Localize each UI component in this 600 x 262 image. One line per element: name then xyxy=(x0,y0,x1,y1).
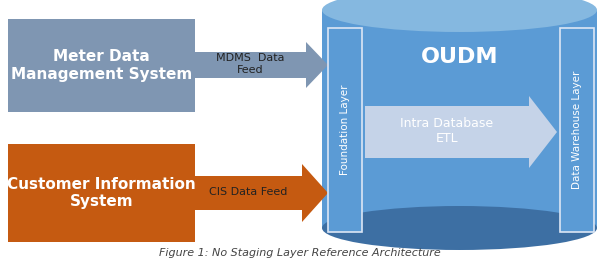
Text: Customer Information
System: Customer Information System xyxy=(7,177,196,209)
FancyBboxPatch shape xyxy=(560,28,594,232)
Ellipse shape xyxy=(322,206,597,250)
FancyBboxPatch shape xyxy=(328,28,362,232)
Text: Foundation Layer: Foundation Layer xyxy=(340,85,350,175)
Text: Figure 1: No Staging Layer Reference Architecture: Figure 1: No Staging Layer Reference Arc… xyxy=(159,248,441,258)
Text: MDMS  Data
Feed: MDMS Data Feed xyxy=(216,53,285,75)
Text: CIS Data Feed: CIS Data Feed xyxy=(209,187,287,197)
Text: OUDM: OUDM xyxy=(421,47,498,67)
Text: Meter Data
Management System: Meter Data Management System xyxy=(11,49,192,82)
FancyArrow shape xyxy=(195,42,328,88)
Ellipse shape xyxy=(322,0,597,32)
FancyArrow shape xyxy=(365,96,557,168)
FancyBboxPatch shape xyxy=(8,144,195,242)
Text: Intra Database
ETL: Intra Database ETL xyxy=(400,117,494,145)
FancyArrow shape xyxy=(195,164,328,222)
FancyBboxPatch shape xyxy=(322,10,597,228)
Text: Data Warehouse Layer: Data Warehouse Layer xyxy=(572,71,582,189)
FancyBboxPatch shape xyxy=(8,19,195,112)
